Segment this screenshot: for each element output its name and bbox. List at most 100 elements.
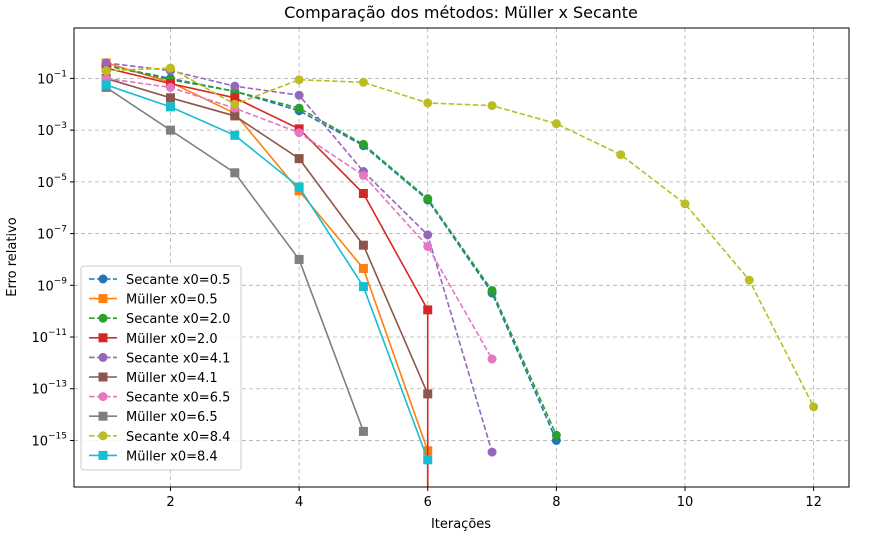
data-point — [101, 80, 111, 90]
data-point — [230, 130, 240, 140]
y-tick-base: 10 — [37, 176, 54, 191]
y-tick-base: 10 — [31, 383, 48, 398]
data-point — [487, 447, 497, 457]
data-point — [358, 139, 368, 149]
legend-label: Secante x0=0.5 — [126, 273, 230, 288]
legend-item: Secante x0=2.0 — [89, 312, 230, 327]
y-tick-label: 10−15 — [31, 431, 67, 449]
data-point — [423, 98, 433, 108]
x-tick-label: 8 — [552, 495, 560, 510]
series-line — [106, 64, 558, 441]
plot-frame — [73, 27, 850, 488]
legend-item: Secante x0=0.5 — [89, 273, 230, 288]
data-point — [358, 77, 368, 87]
data-point — [230, 99, 240, 109]
legend-item: Secante x0=4.1 — [89, 351, 230, 366]
x-tick-label: 4 — [295, 495, 303, 510]
y-tick-exponent: −15 — [48, 431, 67, 441]
data-point — [680, 199, 690, 209]
legend-marker — [98, 431, 108, 441]
series-8 — [101, 63, 819, 412]
legend-marker — [98, 352, 108, 362]
legend-label: Müller x0=4.1 — [126, 371, 218, 386]
legend-item: Secante x0=8.4 — [89, 430, 230, 445]
data-point — [423, 242, 433, 252]
x-axis: 2 4 6 8 10 12 — [166, 487, 822, 510]
legend-box — [80, 265, 242, 471]
data-point — [423, 230, 433, 240]
legend: Secante x0=0.5 Müller x0=0.5 Secante x0=2.… — [80, 265, 242, 471]
data-point — [616, 150, 626, 160]
series-line — [105, 77, 429, 395]
y-tick-label: 10−7 — [37, 225, 67, 243]
data-point — [294, 103, 304, 113]
y-tick-label: 10−9 — [37, 276, 67, 294]
legend-label: Müller x0=0.5 — [126, 293, 218, 308]
data-point — [165, 82, 175, 92]
data-point — [423, 389, 433, 399]
legend-label: Müller x0=6.5 — [126, 410, 218, 425]
series-line — [105, 84, 429, 461]
series-group — [101, 58, 819, 487]
y-tick-label: 10−1 — [37, 69, 67, 87]
legend-item: Müller x0=0.5 — [89, 293, 218, 308]
legend-label: Secante x0=6.5 — [126, 391, 230, 406]
series-line — [106, 67, 815, 408]
legend-marker — [98, 313, 108, 323]
y-tick-base: 10 — [31, 434, 48, 449]
data-point — [294, 128, 304, 138]
legend-item: Müller x0=8.4 — [89, 449, 218, 464]
data-point — [230, 168, 240, 178]
legend-label: Müller x0=8.4 — [126, 449, 218, 464]
data-point — [294, 154, 304, 164]
data-point — [294, 75, 304, 85]
data-point — [551, 430, 561, 440]
series-layer — [101, 58, 819, 487]
legend-marker — [98, 411, 108, 421]
legend-label: Secante x0=4.1 — [126, 351, 230, 366]
data-point — [165, 125, 175, 135]
series-line — [105, 64, 558, 436]
legend-item: Müller x0=4.1 — [89, 371, 218, 386]
data-point — [423, 194, 433, 204]
data-point — [487, 354, 497, 364]
legend-marker — [98, 294, 108, 304]
x-axis-title: Iterações — [431, 517, 491, 532]
y-tick-label: 10−5 — [37, 173, 67, 191]
data-point — [101, 66, 111, 76]
data-point — [101, 58, 111, 68]
data-point — [165, 63, 175, 73]
data-point — [294, 90, 304, 100]
data-point — [809, 402, 819, 412]
y-tick-base: 10 — [37, 72, 54, 87]
y-tick-base: 10 — [37, 124, 54, 139]
data-point — [551, 119, 561, 129]
legend-label: Secante x0=8.4 — [126, 430, 230, 445]
data-point — [165, 93, 175, 103]
y-axis-title: Erro relativo — [5, 217, 20, 297]
y-tick-exponent: −9 — [54, 276, 68, 286]
legend-item: Müller x0=6.5 — [89, 410, 218, 425]
y-tick-label: 10−13 — [31, 380, 67, 398]
legend-marker — [98, 274, 108, 284]
y-tick-exponent: −1 — [54, 69, 67, 79]
legend-label: Müller x0=2.0 — [126, 332, 218, 347]
data-point — [230, 111, 240, 121]
legend-marker — [98, 450, 108, 460]
y-tick-exponent: −11 — [48, 328, 67, 338]
y-tick-exponent: −7 — [54, 225, 67, 235]
data-point — [487, 285, 497, 295]
data-point — [230, 93, 240, 103]
legend-marker — [98, 392, 108, 402]
y-tick-label: 10−3 — [37, 121, 67, 139]
y-tick-exponent: −3 — [54, 121, 67, 131]
legend-marker — [98, 333, 108, 343]
data-point — [294, 182, 304, 192]
data-point — [358, 426, 368, 436]
y-tick-exponent: −13 — [48, 380, 67, 390]
data-point — [358, 282, 368, 292]
y-tick-base: 10 — [31, 331, 48, 346]
y-tick-base: 10 — [37, 228, 54, 243]
